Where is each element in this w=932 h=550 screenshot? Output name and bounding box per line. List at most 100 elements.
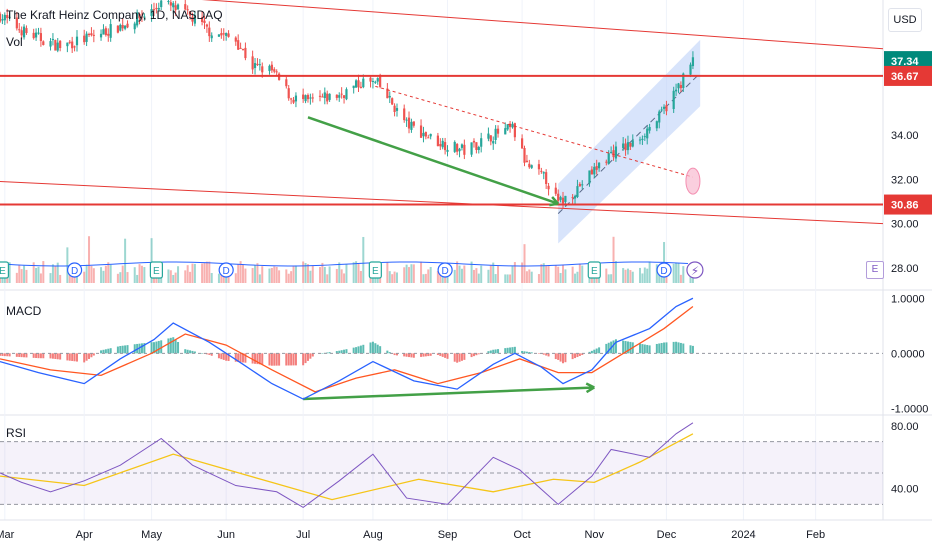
candle-body	[119, 24, 122, 31]
candle-body	[504, 128, 507, 135]
macd-histogram-bar	[497, 349, 500, 354]
divergence-arrow	[307, 116, 559, 205]
candle-body	[571, 197, 574, 199]
volume-bar	[8, 262, 11, 283]
volume-bar	[564, 269, 567, 283]
macd-histogram-bar	[208, 353, 211, 355]
volume-bar	[193, 263, 196, 283]
macd-histogram-bar	[109, 348, 112, 354]
candle-body	[446, 149, 449, 152]
candle-body	[554, 187, 557, 194]
candle-body	[624, 143, 627, 151]
candle-body	[6, 15, 9, 19]
rsi-label[interactable]: RSI	[6, 426, 27, 440]
macd-histogram-bar	[369, 342, 372, 354]
candle-body	[638, 139, 642, 141]
drawn-lines[interactable]	[0, 0, 884, 401]
macd-histogram-bar	[626, 341, 629, 354]
candle-body	[186, 9, 189, 11]
candle-body	[234, 37, 237, 42]
time-tick-label: May	[141, 529, 162, 541]
macd-histogram-bar	[287, 353, 290, 366]
candle-body	[20, 30, 23, 36]
candle-body	[578, 183, 581, 187]
candle-body	[489, 135, 492, 142]
candle-body	[326, 93, 329, 102]
upcoming-earnings-marker[interactable]: E	[866, 261, 884, 279]
macd-histogram-bar	[537, 353, 540, 354]
candle-body	[318, 95, 322, 97]
candle-body	[152, 9, 156, 11]
macd-histogram-bar	[59, 353, 62, 360]
macd-histogram-bar	[607, 342, 610, 354]
macd-histogram-bar	[436, 353, 439, 355]
earnings-marker-frame	[587, 261, 601, 279]
volume-bar	[311, 265, 314, 283]
currency-button[interactable]: USD	[888, 8, 922, 32]
symbol-title[interactable]: The Kraft Heinz Company, 1D, NASDAQ	[6, 8, 223, 22]
macd-histogram-bar	[100, 350, 103, 354]
volume-bar	[439, 272, 442, 283]
macd-histogram-bar	[403, 353, 406, 357]
macd-histogram-bar	[622, 340, 625, 354]
macd-histogram-bar	[71, 353, 74, 361]
time-axis[interactable]: Mar Apr May Jun Jul Aug Sep Oct Nov Dec 2024 Feb	[0, 519, 932, 541]
candle-body	[3, 14, 6, 21]
macd-histogram-bar	[37, 353, 40, 359]
volume-bar	[177, 266, 180, 283]
candle-body	[542, 172, 545, 174]
grid	[4, 0, 817, 520]
split-event-marker	[686, 261, 704, 279]
volume-bar	[391, 274, 394, 283]
macd-histogram-bar	[427, 353, 430, 357]
volume-bar	[323, 267, 326, 283]
candle-body	[109, 24, 112, 38]
price-tick-label: 30.00	[891, 219, 919, 231]
candle-body	[143, 16, 146, 18]
volume-bar	[472, 269, 475, 283]
macd-tick-label: -1.0000	[891, 403, 928, 415]
macd-histogram-bar	[32, 353, 35, 358]
volume-bar	[208, 261, 211, 283]
candle-body	[456, 144, 459, 152]
macd-histogram-bar	[386, 350, 389, 354]
macd-histogram-bar	[523, 351, 526, 354]
volume-bar	[492, 262, 495, 283]
volume-bar	[292, 266, 295, 283]
macd-histogram-bar	[388, 352, 391, 354]
volume-bar	[362, 236, 365, 283]
time-tick-label: Mar	[0, 529, 15, 541]
macd-histogram-bar	[562, 353, 565, 364]
candle-body	[311, 97, 314, 99]
volume-bar	[352, 262, 355, 283]
volume-bar	[643, 267, 646, 283]
candle-body	[576, 186, 579, 198]
candle-body	[472, 140, 476, 143]
volume-bar	[326, 274, 329, 283]
candle-body	[237, 40, 240, 50]
volume-bar	[306, 264, 309, 283]
event-markers[interactable]: E E E E D D D D ⚡	[0, 261, 704, 279]
candle-body	[169, 2, 172, 6]
candle-body	[424, 132, 427, 137]
time-tick-label: Dec	[657, 529, 677, 541]
regression-channel[interactable]	[557, 39, 701, 244]
candle-body	[386, 88, 389, 99]
macd-histogram-bar	[470, 353, 473, 358]
macd-histogram-bar	[102, 349, 105, 354]
dividend-marker: D	[71, 266, 78, 277]
macd-label[interactable]: MACD	[6, 304, 42, 318]
volume-bar	[405, 264, 408, 283]
volume-bar	[85, 264, 88, 283]
volume-bar	[540, 264, 543, 283]
macd-histogram-bar	[679, 342, 682, 354]
volume-bar	[23, 265, 26, 283]
volume-bar	[463, 265, 466, 283]
macd-histogram-bar	[494, 349, 497, 354]
candle-body	[528, 163, 531, 168]
candle-body	[643, 136, 646, 138]
price-axis[interactable]: 34.00 32.00 30.00 28.00 37.34 36.67 30.86 1.000…	[884, 51, 932, 496]
candle-body	[557, 193, 560, 201]
candle-body	[614, 146, 618, 159]
